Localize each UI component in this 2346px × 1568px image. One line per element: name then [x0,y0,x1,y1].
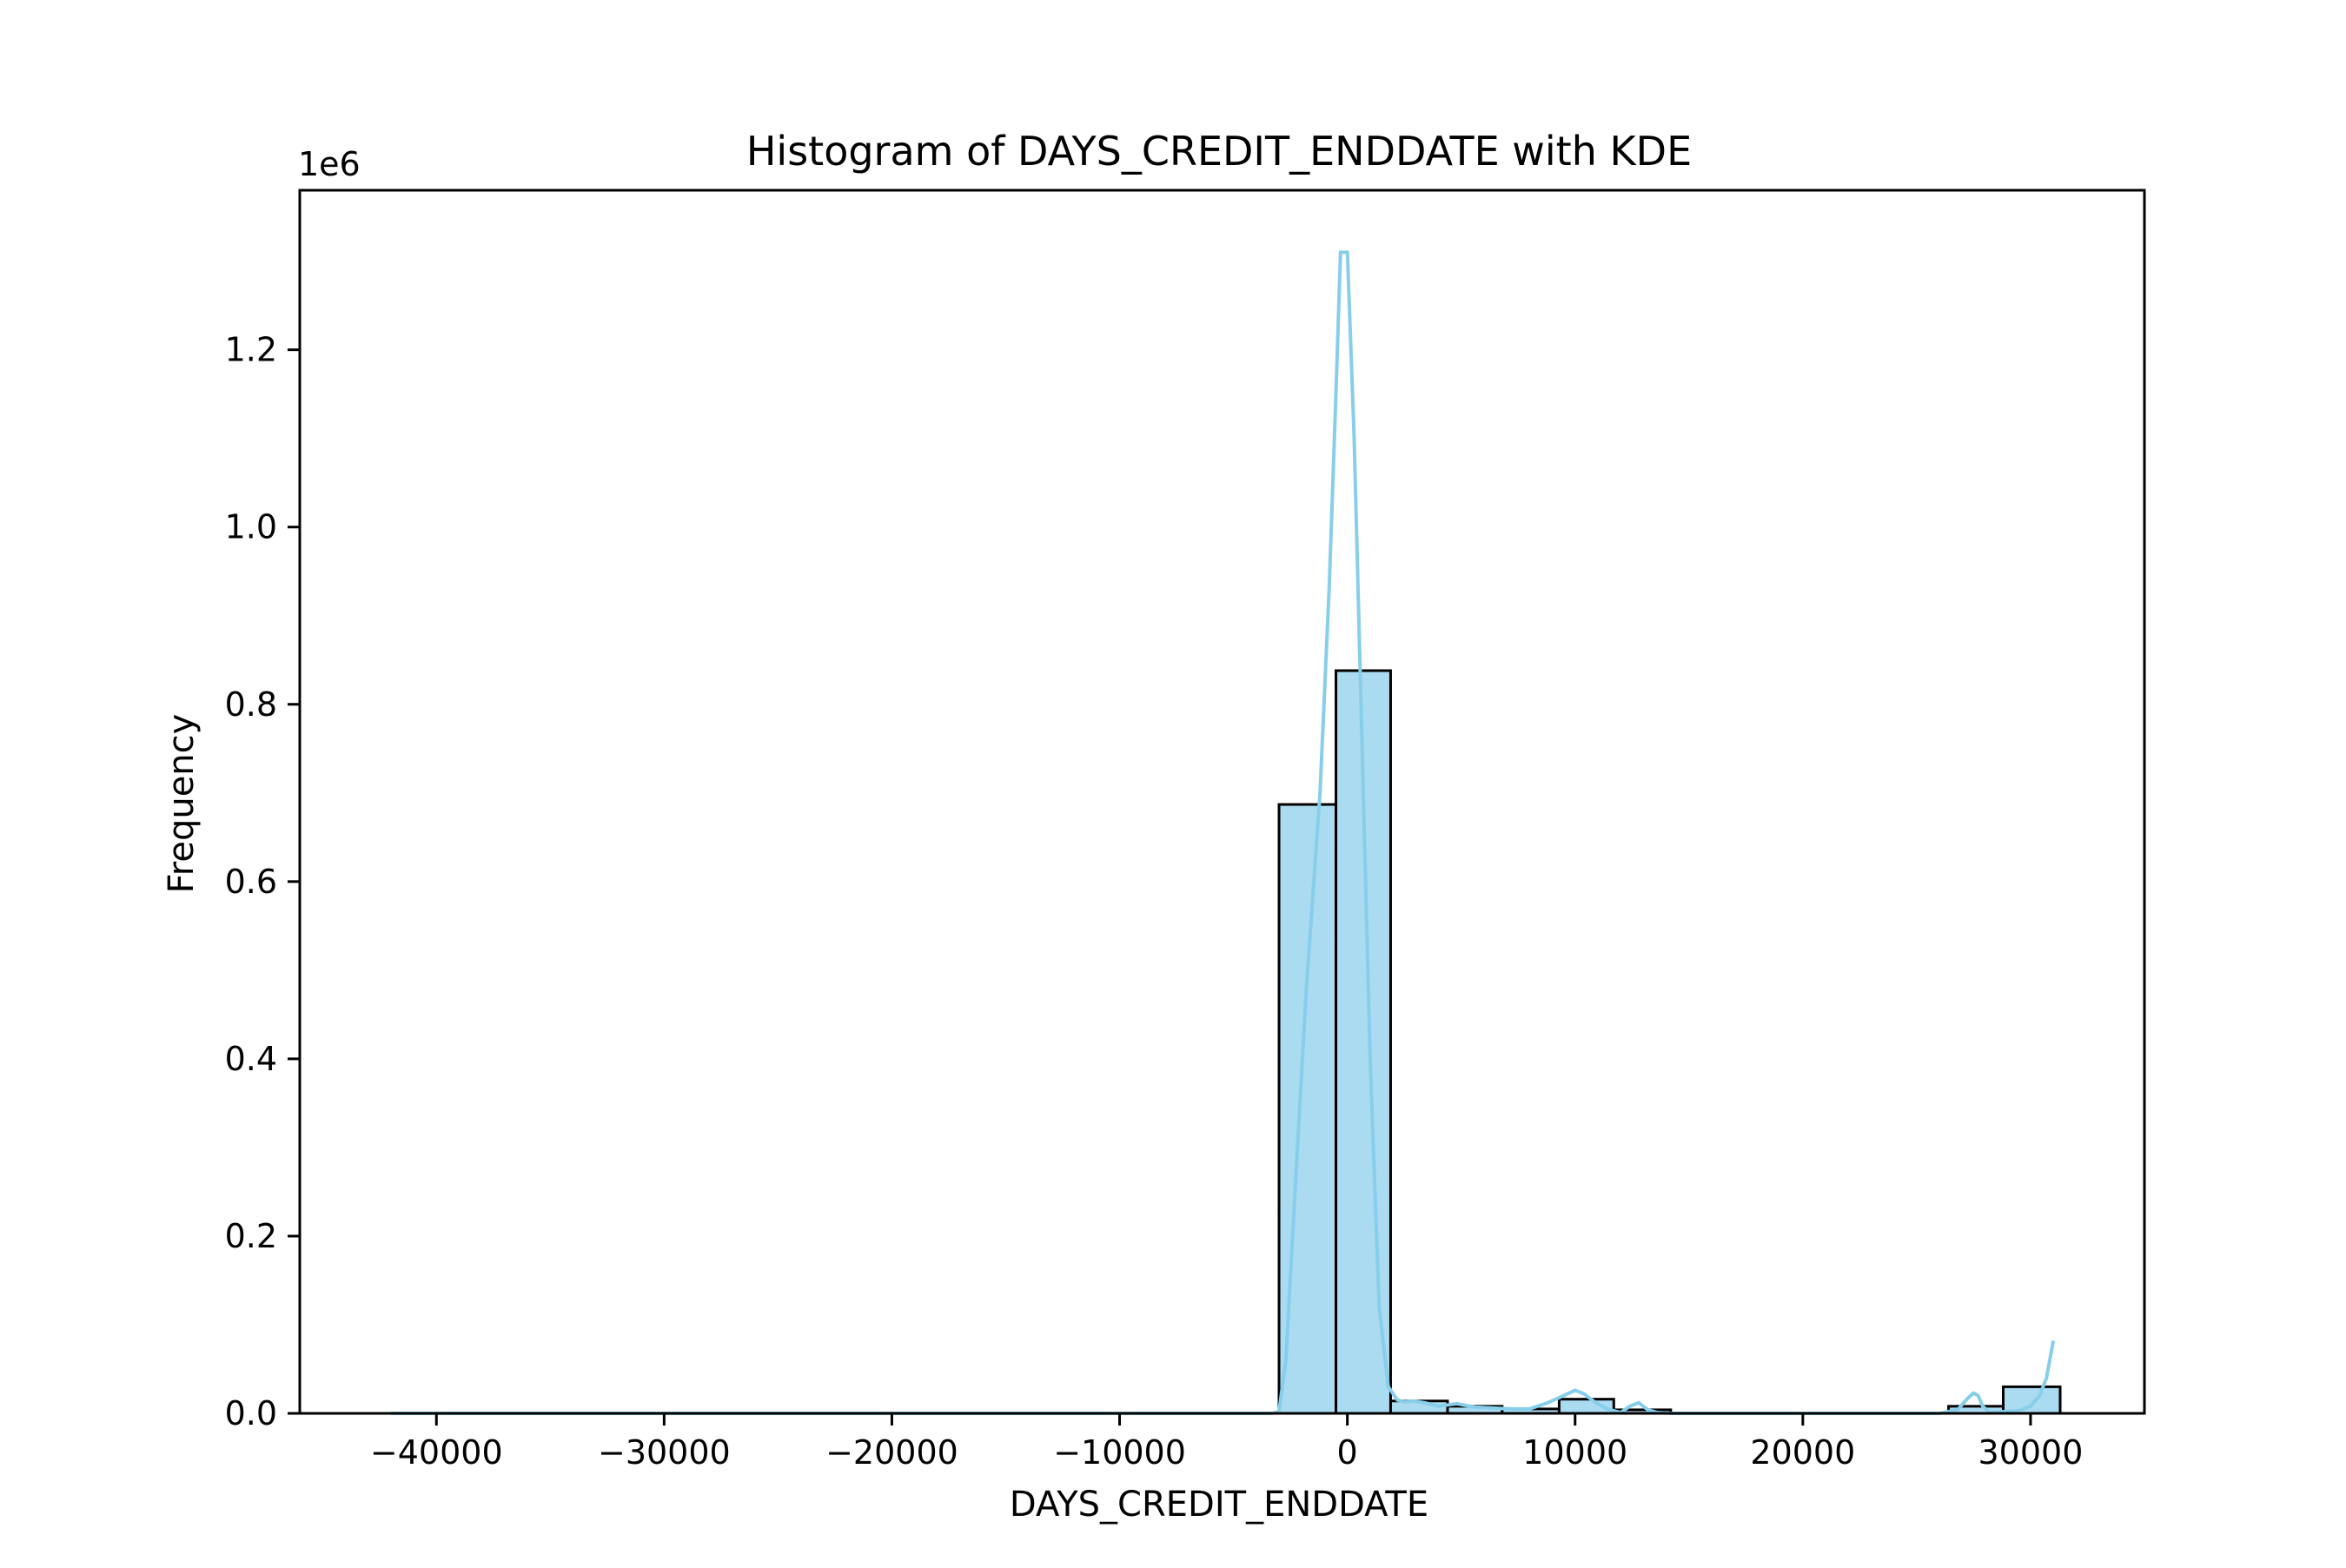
x-tick-label: 0 [1337,1433,1358,1472]
kde-curve [390,250,2056,1415]
x-tick-label: −40000 [370,1433,503,1472]
y-tick-label: 0.0 [225,1394,277,1432]
y-tick-label: 0.8 [225,685,277,724]
plot-area-frame [298,189,2146,1415]
y-tick-label: 1.0 [225,508,277,546]
histogram-bars [1277,669,2062,1415]
x-tick-label: −20000 [825,1433,958,1472]
x-tick-label: 10000 [1522,1433,1627,1472]
x-tick-label: 20000 [1750,1433,1855,1472]
histogram-bar [2001,1385,2062,1415]
x-axis: −40000 −30000 −20000 −10000 0 10000 20000 30000 [370,1413,2084,1472]
y-tick-label: 0.2 [225,1217,277,1255]
x-tick-label: −30000 [598,1433,731,1472]
chart-title: Histogram of DAYS_CREDIT_ENDDATE with KD… [746,128,1692,175]
y-axis-offset-label: 1e6 [298,145,361,183]
x-tick-label: 30000 [1978,1433,2084,1472]
y-tick-label: 0.6 [225,863,277,901]
y-tick-label: 0.4 [225,1040,277,1078]
y-axis-label: Frequency [162,714,202,894]
y-axis: 0.0 0.2 0.4 0.6 0.8 1.0 1.2 [225,331,300,1432]
y-tick-label: 1.2 [225,331,277,369]
x-tick-label: −10000 [1053,1433,1186,1472]
x-axis-label: DAYS_CREDIT_ENDDATE [1010,1485,1428,1525]
kde-line [390,250,2056,1415]
